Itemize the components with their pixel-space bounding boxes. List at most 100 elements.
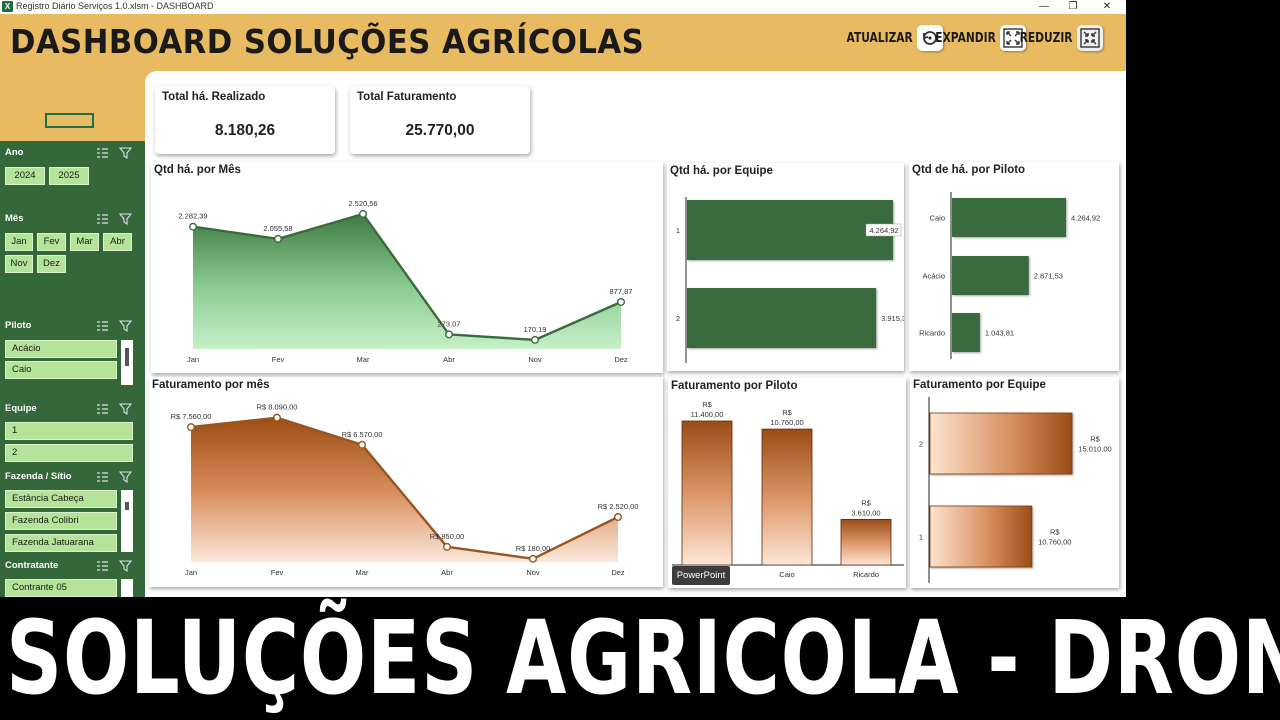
data-point[interactable] [617, 297, 626, 306]
slicer-item-mes-nov[interactable]: Nov [5, 255, 33, 273]
atualizar-button[interactable]: ATUALIZAR [832, 25, 943, 51]
clear-filter-icon[interactable] [118, 560, 133, 573]
bar[interactable] [681, 420, 733, 566]
data-point[interactable] [445, 330, 454, 339]
multi-select-icon[interactable] [97, 404, 108, 414]
chart-title: Faturamento por mês [152, 379, 270, 391]
bar[interactable] [761, 428, 813, 566]
slicer-sidebar: Ano 2024 2025 Mês Jan Fev Mar Abr Nov De… [0, 141, 145, 597]
slicer-item-mes-abr[interactable]: Abr [103, 233, 132, 251]
clear-filter-icon[interactable] [118, 471, 133, 484]
data-point[interactable] [529, 554, 538, 563]
tick-label: Fev [272, 355, 285, 364]
data-label: 1.043,81 [985, 329, 1014, 338]
chart-title: Qtd de há. por Piloto [912, 164, 1026, 176]
kpi-card-hectares: Total há. Realizado 8.180,26 [155, 86, 335, 154]
expandir-button[interactable]: EXPANDIR [922, 25, 1026, 51]
chart-qtd-equipe-svg: 1 4.264,92 2 3.915,34 [676, 197, 904, 363]
slicer-scrollbar-piloto[interactable] [121, 340, 133, 385]
clear-filter-icon[interactable] [118, 403, 133, 416]
slicer-item-ano-2025[interactable]: 2025 [49, 167, 89, 185]
slicer-item-fazenda-colibri[interactable]: Fazenda Colibri [5, 512, 117, 530]
slicer-scrollbar-fazenda[interactable] [121, 490, 133, 552]
multi-select-icon[interactable] [97, 472, 108, 482]
chart-fat-piloto[interactable]: R$11.400,00AcácioR$10.760,00CaioR$3.610,… [668, 378, 906, 588]
tick-label: Mar [356, 568, 369, 577]
chart-qtd-piloto-svg: Caio 4.264,92 Acácio 2.871,53 Ricardo 1.043,8… [919, 192, 1100, 359]
chart-qtd-piloto[interactable]: Caio 4.264,92 Acácio 2.871,53 Ricardo 1.043,8… [909, 162, 1119, 371]
data-point[interactable] [357, 440, 366, 449]
bar[interactable] [929, 505, 1033, 568]
chart-fat-mes[interactable]: R$ 7.560,00 Jan R$ 8.090,00 Fev R$ 6.570,00 M… [149, 377, 663, 587]
bar[interactable] [687, 288, 877, 348]
slicer-item-mes-mar[interactable]: Mar [70, 233, 99, 251]
bar[interactable] [687, 200, 893, 260]
expand-icon[interactable] [999, 25, 1026, 51]
clear-filter-icon[interactable] [118, 320, 133, 333]
data-point[interactable] [187, 423, 196, 432]
bar[interactable] [929, 412, 1073, 475]
data-label: R$ [1090, 435, 1100, 444]
slicer-title-equipe: Equipe [5, 403, 37, 414]
slicer-item-fazenda-jatuarana[interactable]: Fazenda Jatuarana [5, 534, 117, 552]
data-point[interactable] [443, 542, 452, 551]
slicer-item-ano-2024[interactable]: 2024 [5, 167, 45, 185]
close-button[interactable]: ✕ [1102, 1, 1112, 12]
slicer-item-mes-dez[interactable]: Dez [37, 255, 66, 273]
slicer-item-contratante-05[interactable]: Contrante 05 [5, 579, 117, 597]
data-label: 3.610,00 [851, 508, 880, 517]
expandir-label: EXPANDIR [935, 30, 996, 46]
chart-fat-equipe[interactable]: 2 R$ 15.010,00 1 R$ 10.760,00 Faturamento por… [910, 377, 1119, 588]
bar[interactable] [952, 198, 1066, 237]
slicer-item-mes-fev[interactable]: Fev [37, 233, 66, 251]
data-point[interactable] [189, 222, 198, 231]
clear-filter-icon[interactable] [118, 213, 133, 226]
data-label: 2.871,53 [1034, 272, 1063, 281]
data-label: 10.760,00 [1038, 538, 1071, 547]
slicer-item-equipe-1[interactable]: 1 [5, 422, 133, 440]
refresh-icon[interactable] [916, 25, 943, 51]
multi-select-icon[interactable] [97, 214, 108, 224]
tick-label: Mar [357, 355, 370, 364]
slicer-item-mes-jan[interactable]: Jan [5, 233, 33, 251]
slicer-controls-piloto [96, 319, 134, 333]
chart-qtd-mes[interactable]: 2.282,39 Jan 2.055,58 Fev 2.520,56 Mar 273,07 A… [151, 162, 663, 373]
category-label: 2 [919, 440, 923, 449]
data-label: 2.055,58 [263, 224, 292, 233]
slicer-controls-ano [96, 146, 134, 160]
reduzir-button[interactable]: REDUZIR [1008, 25, 1103, 51]
bar[interactable] [952, 256, 1029, 295]
category-label: Caio [930, 214, 945, 223]
data-point[interactable] [272, 413, 281, 422]
slicer-item-piloto-caio[interactable]: Caio [5, 361, 117, 379]
slicer-scrollbar-contratante[interactable] [121, 579, 133, 597]
slicer-item-fazenda-estancia-cabeca[interactable]: Estância Cabeça [5, 490, 117, 508]
scroll-thumb[interactable] [125, 502, 129, 510]
data-label: R$ 2.520,00 [598, 502, 639, 511]
multi-select-icon[interactable] [97, 148, 108, 158]
category-label: 1 [919, 533, 923, 542]
tick-label: Nov [526, 568, 540, 577]
data-label: R$ [702, 400, 712, 409]
bar[interactable] [840, 518, 892, 566]
collapse-icon[interactable] [1076, 25, 1103, 51]
bar[interactable] [952, 313, 980, 352]
data-point[interactable] [273, 234, 282, 243]
clear-filter-icon[interactable] [118, 147, 133, 160]
slicer-controls-equipe [96, 402, 134, 416]
chart-fat-mes-svg: R$ 7.560,00 Jan R$ 8.090,00 Fev R$ 6.570,00 M… [171, 403, 639, 577]
slicer-item-piloto-acacio[interactable]: Acácio [5, 340, 117, 358]
data-point[interactable] [614, 513, 623, 522]
selected-cell[interactable] [45, 113, 94, 128]
data-label: 2.520,56 [348, 199, 377, 208]
chart-qtd-equipe[interactable]: 1 4.264,92 2 3.915,34 Qtd há. por Equipe [667, 163, 904, 371]
restore-button[interactable]: ❐ [1068, 1, 1078, 12]
data-point[interactable] [358, 209, 367, 218]
minimize-button[interactable]: — [1039, 1, 1049, 12]
data-point[interactable] [531, 335, 540, 344]
video-banner: SOLUÇÕES AGRICOLA - DRONES [0, 597, 1280, 720]
multi-select-icon[interactable] [97, 561, 108, 571]
slicer-item-equipe-2[interactable]: 2 [5, 444, 133, 462]
multi-select-icon[interactable] [97, 321, 108, 331]
scroll-thumb[interactable] [125, 348, 129, 366]
